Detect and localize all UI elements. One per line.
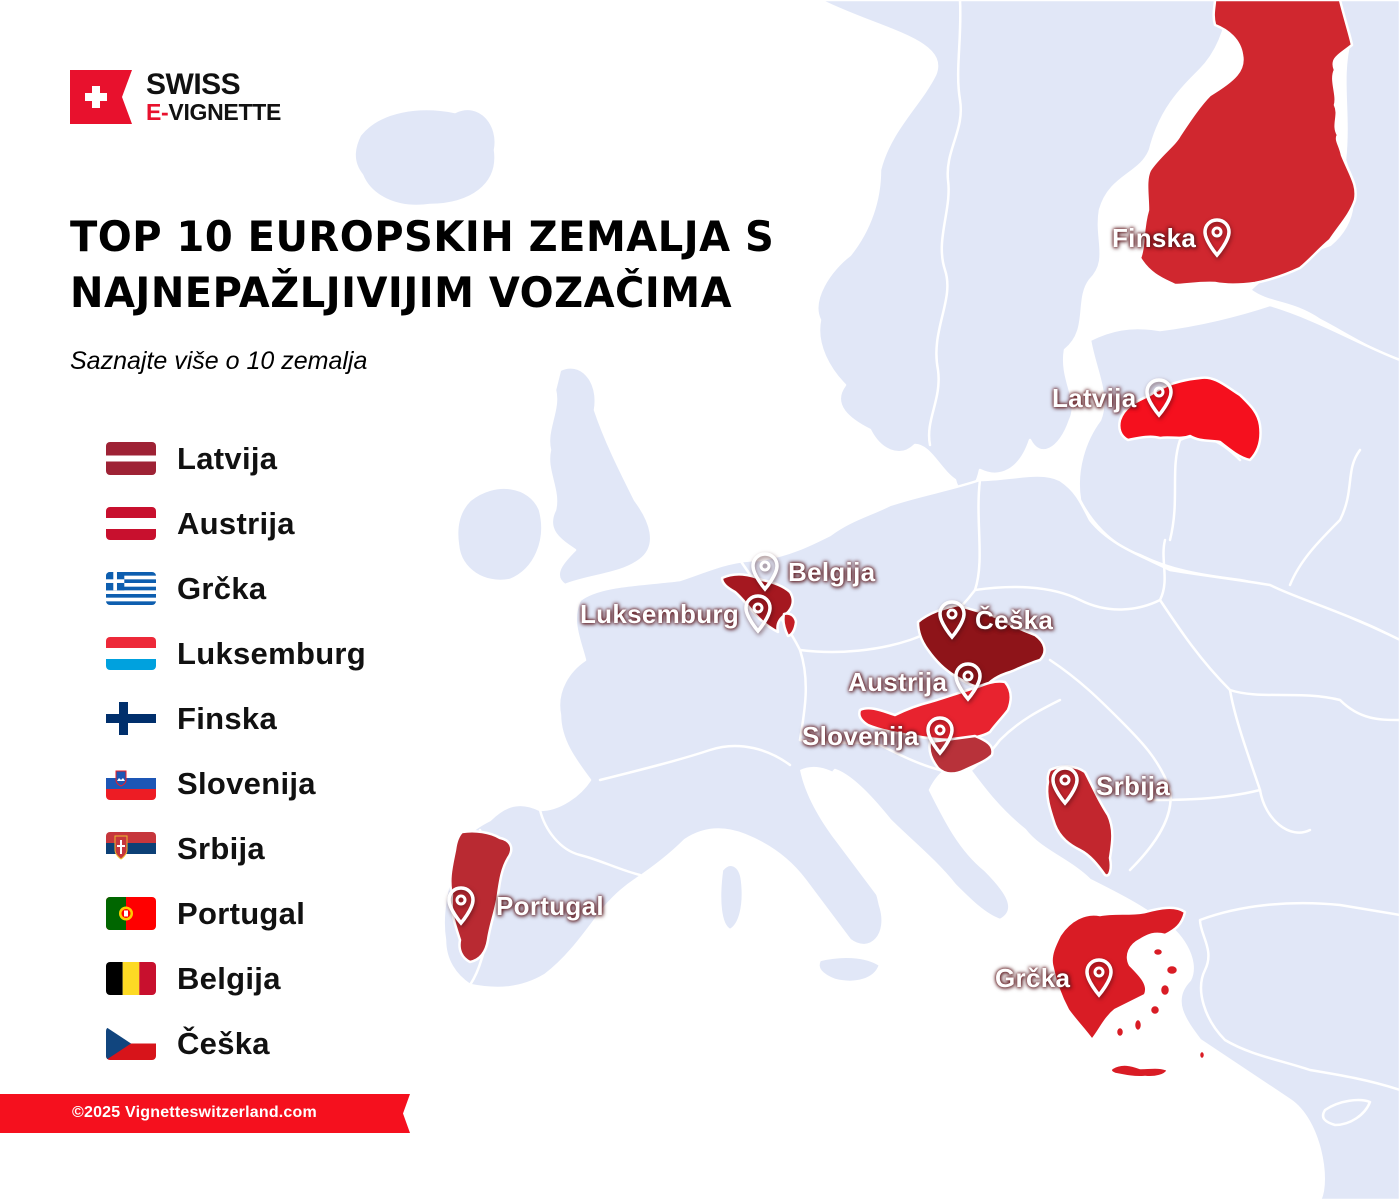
- flag-serbia-icon: [106, 832, 156, 865]
- legend-item-belgija: Belgija: [106, 946, 366, 1011]
- location-pin-icon: [1144, 378, 1174, 418]
- marker-luksemburg[interactable]: Luksemburg: [580, 594, 773, 634]
- location-pin-icon: [446, 886, 476, 926]
- region-crete: [1109, 1063, 1170, 1079]
- region-latvia: [1118, 376, 1262, 462]
- marker-label: Finska: [1112, 222, 1197, 253]
- legend-label: Austrija: [177, 505, 295, 541]
- location-pin-icon: [743, 594, 773, 634]
- brand-name-rest: VIGNETTE: [168, 99, 282, 125]
- flag-austria-icon: [106, 507, 156, 540]
- legend-label: Češka: [177, 1025, 270, 1061]
- legend-item-luksemburg: Luksemburg: [106, 621, 366, 686]
- brand-name-line2: E-VIGNETTE: [146, 101, 281, 124]
- marker-portugal[interactable]: Portugal: [446, 886, 604, 926]
- copyright-link[interactable]: ©2025 Vignetteswitzerland.com: [72, 1104, 317, 1121]
- location-pin-icon: [953, 662, 983, 702]
- flag-slovenia-icon: [106, 767, 156, 800]
- legend-label: Belgija: [177, 960, 281, 996]
- region-greece: [1050, 906, 1187, 1042]
- flag-latvia-icon: [106, 442, 156, 475]
- land-iceland: [353, 107, 498, 208]
- marker-label: Austrija: [848, 666, 948, 697]
- legend-label: Srbija: [177, 830, 265, 866]
- country-legend: Latvija Austrija Grčka Luksembu: [106, 426, 366, 1076]
- marker-label: Češka: [975, 604, 1054, 635]
- land-great-britain: [547, 366, 653, 587]
- flag-luxembourg-icon: [106, 637, 156, 670]
- marker-label: Portugal: [496, 890, 604, 921]
- marker-label: Latvija: [1052, 382, 1137, 413]
- brand-accent: E-: [146, 99, 169, 125]
- legend-item-portugal: Portugal: [106, 881, 366, 946]
- legend-item-slovenija: Slovenija: [106, 751, 366, 816]
- location-pin-icon: [937, 600, 967, 640]
- location-pin-icon: [1050, 766, 1080, 806]
- region-finland: [1138, 0, 1357, 287]
- marker-label: Belgija: [788, 556, 876, 587]
- marker-slovenija[interactable]: Slovenija: [802, 716, 955, 756]
- marker-label: Grčka: [995, 962, 1071, 993]
- marker-austrija[interactable]: Austrija: [848, 662, 983, 702]
- brand-logo[interactable]: SWISS E-VIGNETTE: [70, 70, 281, 124]
- region-czechia: [916, 603, 1046, 690]
- marker-srbija[interactable]: Srbija: [1050, 766, 1170, 806]
- location-pin-icon: [750, 552, 780, 592]
- legend-label: Finska: [177, 700, 278, 736]
- land-cyprus: [1321, 1098, 1372, 1127]
- flag-czechia-icon: [106, 1027, 156, 1060]
- title-line-2: NAJNEPAŽLJIVIJIM VOZAČIMA: [70, 269, 733, 318]
- flag-portugal-icon: [106, 897, 156, 930]
- flag-greece-icon: [106, 572, 156, 605]
- land-sicily: [817, 955, 882, 984]
- land-ireland: [455, 486, 544, 583]
- marker-ceska[interactable]: Češka: [937, 600, 1053, 640]
- region-portugal: [449, 830, 513, 964]
- legend-item-finska: Finska: [106, 686, 366, 751]
- land-anatolia: [1198, 901, 1400, 1092]
- marker-grcka[interactable]: Grčka: [995, 958, 1114, 998]
- title-line-1: TOP 10 EUROPSKIH ZEMALJA S: [70, 213, 775, 262]
- page-title: TOP 10 EUROPSKIH ZEMALJA S NAJNEPAŽLJIVI…: [70, 208, 890, 320]
- legend-label: Portugal: [177, 895, 306, 931]
- location-pin-icon: [925, 716, 955, 756]
- legend-item-grcka: Grčka: [106, 556, 366, 621]
- region-austria: [858, 680, 1012, 742]
- ribbon-shape: [0, 1094, 410, 1133]
- land-sardinia: [718, 863, 745, 932]
- legend-label: Slovenija: [177, 765, 316, 801]
- region-serbia: [1045, 765, 1114, 877]
- region-luxembourg: [782, 612, 798, 638]
- swiss-flag-icon: [70, 70, 132, 124]
- legend-item-ceska: Češka: [106, 1011, 366, 1076]
- marker-latvija[interactable]: Latvija: [1052, 378, 1174, 418]
- legend-item-latvija: Latvija: [106, 426, 366, 491]
- flag-belgium-icon: [106, 962, 156, 995]
- brand-name-line1: SWISS: [146, 68, 241, 101]
- page-subtitle: Saznajte više o 10 zemalja: [70, 347, 368, 375]
- flag-finland-icon: [106, 702, 156, 735]
- marker-belgija[interactable]: Belgija: [750, 552, 875, 592]
- land-continent: [442, 474, 1400, 1200]
- marker-label: Slovenija: [802, 720, 919, 751]
- legend-label: Luksemburg: [177, 635, 367, 671]
- legend-item-srbija: Srbija: [106, 816, 366, 881]
- location-pin-icon: [1202, 218, 1232, 258]
- footer-ribbon: ©2025 Vignetteswitzerland.com: [0, 1094, 410, 1133]
- legend-label: Grčka: [177, 570, 267, 606]
- location-pin-icon: [1084, 958, 1114, 998]
- legend-label: Latvija: [177, 440, 278, 476]
- marker-finska[interactable]: Finska: [1112, 218, 1232, 258]
- marker-label: Luksemburg: [580, 598, 740, 629]
- marker-label: Srbija: [1096, 770, 1171, 801]
- legend-item-austrija: Austrija: [106, 491, 366, 556]
